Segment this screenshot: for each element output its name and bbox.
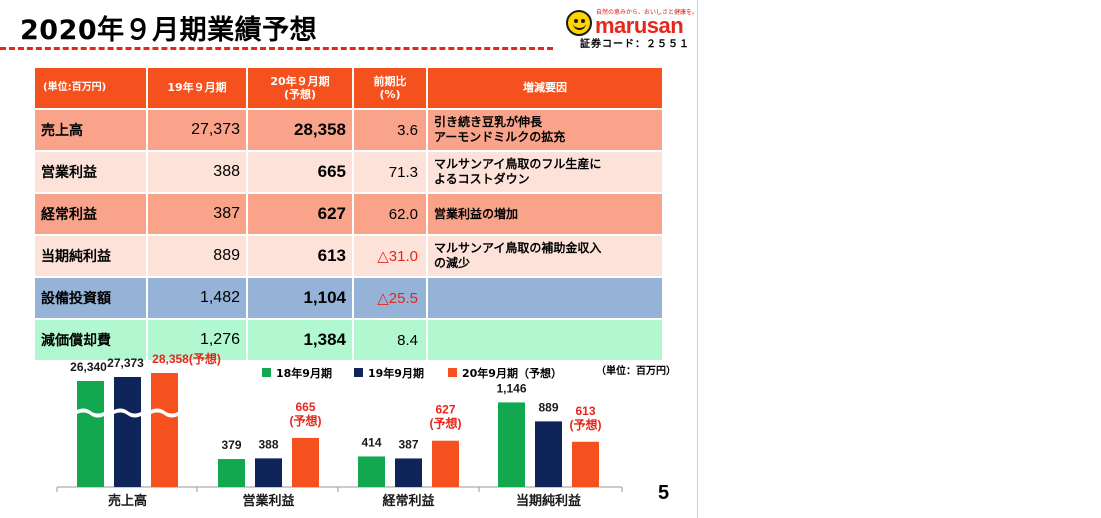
bar [151,373,178,487]
forecast-tag-label: (予想) [570,417,602,432]
bar [395,458,422,487]
legend-label: 20年9月期（予想） [462,367,562,380]
forecast-tag-label: (予想) [430,416,462,431]
data-label: 613 [575,404,595,418]
table-row-capex: 設備投資額 1,482 1,104 △25.5 [35,278,662,318]
factor-text [428,278,662,318]
table-row-ordinary-profit: 経常利益 387 627 62.0 営業利益の増加 [35,194,662,234]
change-value: △31.0 [354,236,426,276]
change-value: △25.5 [354,278,426,318]
forecast-value: 627 [248,194,352,234]
smiley-logo-icon [566,10,592,36]
header-factor: 増減要因 [428,68,662,108]
chart-unit-note: （単位：百万円） [596,366,676,377]
category-label: 売上高 [108,493,147,508]
category-label: 当期純利益 [516,493,581,508]
data-label: 26,340 [70,360,107,374]
slide-edge [697,0,698,518]
row-label: 減価償却費 [35,320,146,360]
change-value: 3.6 [354,110,426,150]
page-title: 2020年９月期業績予想 [20,15,318,46]
forecast-table: (単位:百万円) 19年９月期 20年９月期 (予想) 前期比 (%) 増減要因 売… [33,66,664,362]
data-label: 388 [258,437,278,451]
header-prev-year: 19年９月期 [148,68,246,108]
prev-year-value: 387 [148,194,246,234]
bar [114,377,141,487]
data-label: 889 [538,400,558,414]
table-row-sales: 売上高 27,373 28,358 3.6 引き続き豆乳が伸長 アーモンドミルクの拡充 [35,110,662,150]
axis-break-mark [149,408,180,418]
forecast-value: 28,358 [248,110,352,150]
data-label: 414 [361,435,381,449]
logo-tagline: 自然の恵みから、おいしさと健康を。 [596,9,699,16]
header-change: 前期比 (%) [354,68,426,108]
header-forecast: 20年９月期 (予想) [248,68,352,108]
forecast-value: 613 [248,236,352,276]
prev-year-value: 889 [148,236,246,276]
bar [255,458,282,487]
legend-swatch [262,368,271,377]
change-value: 8.4 [354,320,426,360]
data-label: 627 [435,403,455,417]
legend-swatch [354,368,363,377]
forecast-value: 665 [248,152,352,192]
category-label: 経常利益 [382,493,434,508]
table-row-depreciation: 減価償却費 1,276 1,384 8.4 [35,320,662,360]
bar [218,459,245,487]
prev-year-value: 1,276 [148,320,246,360]
bar [535,421,562,487]
axis-break-mark [112,408,143,418]
prev-year-value: 388 [148,152,246,192]
logo-wordmark: marusan [595,13,684,38]
factor-text: 引き続き豆乳が伸長 アーモンドミルクの拡充 [428,110,662,150]
table-row-net-income: 当期純利益 889 613 △31.0 マルサンアイ鳥取の補助金収入 の減少 [35,236,662,276]
prev-year-value: 27,373 [148,110,246,150]
factor-text: マルサンアイ鳥取の補助金収入 の減少 [428,236,662,276]
data-label: 28,358(予想) [152,351,221,366]
data-label: 665 [295,400,315,414]
legend-label: 18年9月期 [276,367,332,380]
bar [498,402,525,487]
bar [572,441,599,487]
row-label: 売上高 [35,110,146,150]
table-row-operating-profit: 営業利益 388 665 71.3 マルサンアイ鳥取のフル生産に よるコストダウン [35,152,662,192]
bar [432,440,459,487]
axis-break-mark [75,408,106,418]
legend-swatch [448,368,457,377]
category-label: 営業利益 [242,493,294,508]
table-header-row: (単位:百万円) 19年９月期 20年９月期 (予想) 前期比 (%) 増減要因 [35,68,662,108]
company-logo: 自然の恵みから、おいしさと健康を。 marusan [566,4,698,50]
data-label: 387 [398,437,418,451]
row-label: 経常利益 [35,194,146,234]
slide: 2020年９月期業績予想 自然の恵みから、おいしさと健康を。 marusan 証… [0,4,699,508]
legend-label: 19年9月期 [368,367,424,380]
data-label: 27,373 [107,356,144,370]
factor-text: 営業利益の増加 [428,194,662,234]
forecast-value: 1,104 [248,278,352,318]
factor-text [428,320,662,360]
bar [77,381,104,487]
data-label: 379 [221,438,241,452]
data-label: 1,146 [496,381,526,395]
forecast-value: 1,384 [248,320,352,360]
row-label: 営業利益 [35,152,146,192]
row-label: 当期純利益 [35,236,146,276]
title-underline [0,47,553,50]
change-value: 62.0 [354,194,426,234]
page-number: 5 [658,482,670,504]
prev-year-value: 1,482 [148,278,246,318]
header-unit: (単位:百万円) [35,68,146,108]
bar [358,456,385,487]
factor-text: マルサンアイ鳥取のフル生産に よるコストダウン [428,152,662,192]
stock-code: 証券コード：２５５１ [580,39,690,50]
bar [292,437,319,487]
forecast-tag-label: (予想) [290,413,322,428]
row-label: 設備投資額 [35,278,146,318]
change-value: 71.3 [354,152,426,192]
